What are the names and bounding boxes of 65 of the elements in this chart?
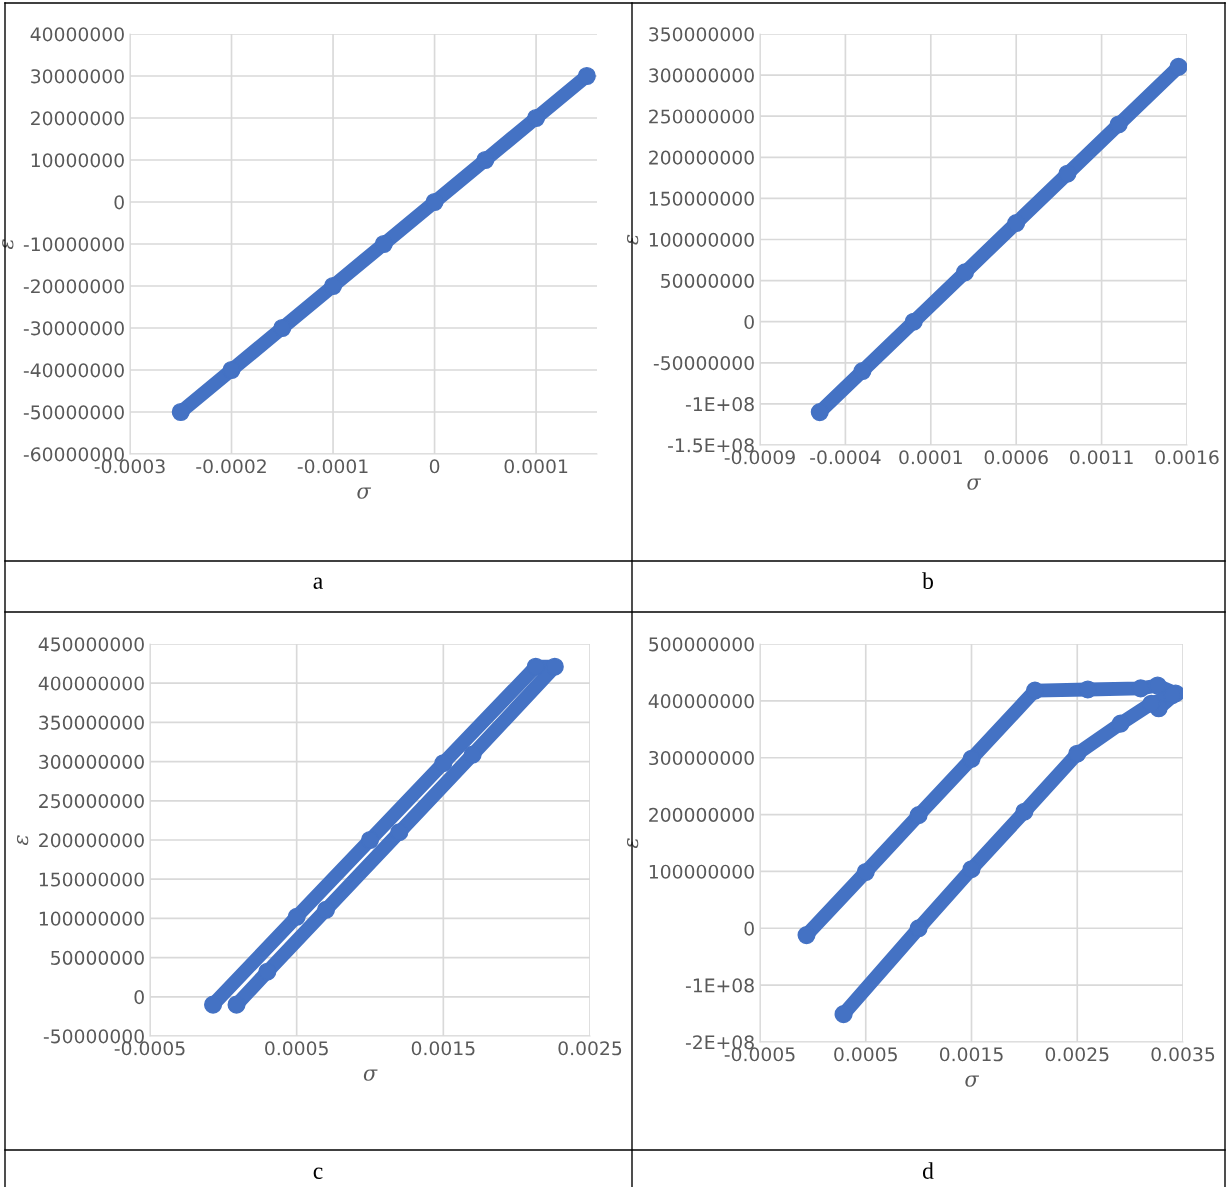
y-tick-label: 150000000 [39, 872, 144, 887]
y-tick-label: -20000000 [23, 279, 124, 294]
x-tick-label: 0.0001 [504, 459, 568, 474]
x-tick-label: -0.0002 [196, 459, 266, 474]
y-axis-title: ε [626, 838, 639, 849]
y-tick-label: 40000000 [30, 27, 124, 42]
x-tick-label: 0.0015 [939, 1047, 1003, 1062]
y-tick-label: 250000000 [649, 109, 754, 124]
y-tick-label: 350000000 [649, 27, 754, 42]
x-tick-label: 0.0005 [834, 1047, 897, 1062]
y-tick-label: 30000000 [31, 69, 124, 84]
x-axis-title: σ [363, 1069, 378, 1081]
y-tick-label: -50000000 [653, 356, 754, 371]
y-tick-label: 50000000 [51, 950, 144, 965]
y-tick-label: 10000000 [31, 153, 124, 168]
y-tick-label: 200000000 [649, 807, 754, 822]
y-axis-title: ε [16, 835, 29, 846]
y-tick-label: 450000000 [38, 637, 144, 652]
x-tick-label: 0.0025 [1045, 1047, 1109, 1062]
x-axis-title: σ [965, 1075, 980, 1087]
x-tick-label: 0 [429, 459, 440, 474]
y-tick-label: 300000000 [39, 754, 144, 769]
y-tick-label: -10000000 [23, 237, 124, 252]
y-tick-label: 200000000 [39, 833, 144, 848]
x-tick-label: 0.0025 [558, 1041, 622, 1056]
y-tick-label: -1E+08 [685, 397, 754, 412]
y-tick-label: 400000000 [38, 676, 144, 691]
x-tick-label: 0.0011 [1070, 450, 1133, 465]
y-tick-label: 100000000 [649, 232, 754, 247]
y-tick-label: 0 [114, 195, 124, 210]
y-tick-label: -50000000 [23, 405, 124, 420]
y-tick-label: 350000000 [39, 715, 144, 730]
text: b [922, 572, 933, 589]
y-axis-title: ε [626, 234, 639, 245]
y-tick-label: 0 [134, 990, 144, 1005]
x-tick-label: 0.0035 [1151, 1047, 1215, 1062]
y-tick-label: 150000000 [649, 191, 754, 206]
x-tick-label: 0.0001 [899, 450, 962, 465]
y-tick-label: 100000000 [39, 911, 144, 926]
x-tick-label: -0.0001 [297, 459, 368, 474]
x-axis-title: σ [357, 487, 372, 499]
y-tick-label: 0 [744, 921, 754, 936]
x-tick-label: -0.0004 [810, 450, 881, 465]
text: d [922, 1162, 934, 1179]
x-tick-label: 0.0015 [411, 1041, 475, 1056]
y-tick-label: 100000000 [649, 864, 754, 879]
x-axis-title: σ [967, 478, 982, 490]
text: c [313, 1167, 323, 1179]
text: a [313, 577, 323, 589]
x-tick-label: 0.0016 [1155, 450, 1219, 465]
x-tick-label: 0.0006 [984, 450, 1048, 465]
y-tick-label: -30000000 [23, 321, 124, 336]
y-tick-label: 500000000 [649, 637, 754, 652]
y-tick-label: 400000000 [648, 694, 754, 709]
y-tick-label: 0 [744, 314, 754, 330]
y-tick-label: -40000000 [23, 363, 124, 378]
y-tick-label: -1E+08 [685, 978, 754, 993]
y-tick-label: 300000000 [649, 750, 754, 766]
y-tick-label: 250000000 [39, 794, 144, 809]
y-axis-title: ε [2, 239, 14, 250]
y-tick-label: 50000000 [661, 273, 754, 288]
y-tick-label: 200000000 [649, 150, 754, 165]
x-tick-label: 0.0005 [265, 1041, 328, 1056]
y-tick-label: 300000000 [649, 68, 754, 83]
y-tick-label: 20000000 [31, 111, 124, 126]
